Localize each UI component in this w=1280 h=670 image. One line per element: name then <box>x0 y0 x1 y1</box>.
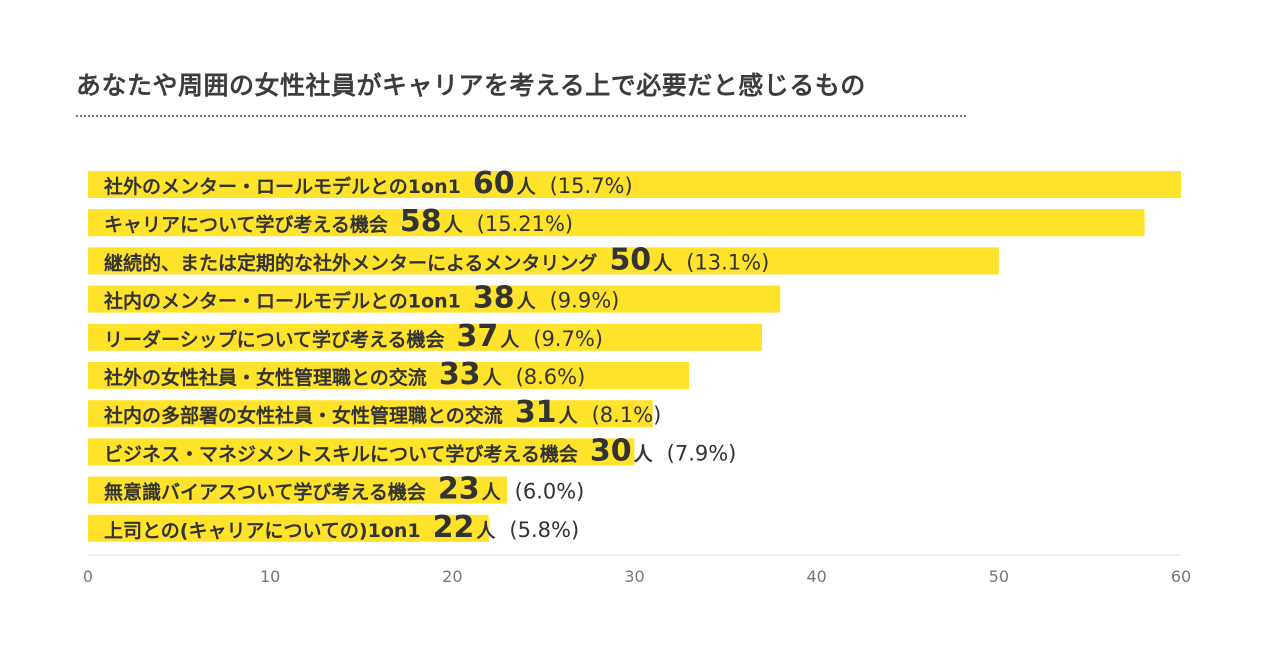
bar <box>88 171 1181 198</box>
bar-value-label: 37 <box>456 319 498 354</box>
bar <box>88 209 1145 237</box>
bar <box>88 323 763 351</box>
bar-unit-label: 人 <box>559 405 579 427</box>
bar-group: 社内の多部署の女性社員・女性管理職との交流 31 人 (8.1%) <box>88 395 661 430</box>
x-tick-label: 20 <box>442 567 462 586</box>
bars-layer: 社外のメンター・ロールモデルとの1on1 60 人 (15.7%)キャリアについて学び… <box>88 166 1181 545</box>
bar-group: 上司との(キャリアについての)1on1 22 人 (5.8%) <box>88 510 579 545</box>
bar-group: キャリアについて学び考える機会 58 人 (15.21%) <box>88 204 1145 239</box>
bar-group: 社内のメンター・ロールモデルとの1on1 38 人 (9.9%) <box>88 281 781 316</box>
bar-value-label: 30 <box>590 433 632 468</box>
bar-label: 社外のメンター・ロールモデルとの1on1 60 人 (15.7%) <box>103 166 633 201</box>
bar-category-label: 社外のメンター・ロールモデルとの1on1 <box>103 175 461 198</box>
bar-group: ビジネス・マネジメントスキルについて学び考える機会 30 人 (7.9%) <box>88 433 736 468</box>
bar-value-label: 23 <box>438 472 480 507</box>
bar-category-label: 継続的、または定期的な社外メンターによるメンタリング <box>104 251 597 274</box>
x-tick-label: 50 <box>989 567 1009 586</box>
bar-label: 無意識バイアスついて学び考える機会 23 人 (6.0%) <box>104 472 584 507</box>
bar <box>88 476 507 504</box>
bar-category-label: 社内の多部署の女性社員・女性管理職との交流 <box>103 404 503 427</box>
bar-unit-label: 人 <box>476 520 496 542</box>
bar-value-label: 33 <box>439 357 481 392</box>
bar-category-label: 社内のメンター・ロールモデルとの1on1 <box>103 290 461 313</box>
bar <box>88 400 653 428</box>
bar-label: 上司との(キャリアについての)1on1 22 人 (5.8%) <box>104 510 579 545</box>
bar-group: 社外のメンター・ロールモデルとの1on1 60 人 (15.7%) <box>88 166 1181 201</box>
bar-percent-label: (8.1%) <box>592 403 662 427</box>
bar-category-label: キャリアについて学び考える機会 <box>104 213 388 236</box>
bar-unit-label: 人 <box>500 329 520 351</box>
bar-group: 無意識バイアスついて学び考える機会 23 人 (6.0%) <box>88 472 584 507</box>
bar-unit-label: 人 <box>482 482 502 504</box>
bar-percent-label: (5.8%) <box>509 518 579 542</box>
bar-unit-label: 人 <box>517 291 537 313</box>
bar-value-label: 31 <box>515 395 557 430</box>
bar-value-label: 60 <box>473 166 515 201</box>
bar-unit-label: 人 <box>517 176 537 198</box>
bar-category-label: 無意識バイアスついて学び考える機会 <box>104 481 426 504</box>
chart-title: あなたや周囲の女性社員がキャリアを考える上で必要だと感じるもの <box>76 71 866 100</box>
bar-group: リーダーシップについて学び考える機会 37 人 (9.7%) <box>88 319 763 354</box>
bar-group: 社外の女性社員・女性管理職との交流 33 人 (8.6%) <box>88 357 690 392</box>
bar-percent-label: (9.9%) <box>550 289 620 313</box>
title-divider <box>76 115 966 117</box>
bar-label: キャリアについて学び考える機会 58 人 (15.21%) <box>104 204 573 239</box>
bar-value-label: 50 <box>609 242 651 277</box>
bar-value-label: 58 <box>400 204 442 239</box>
bar-unit-label: 人 <box>444 214 464 236</box>
bar-category-label: 社外の女性社員・女性管理職との交流 <box>103 366 427 389</box>
bar-percent-label: (8.6%) <box>516 365 586 389</box>
bar-percent-label: (15.7%) <box>550 174 633 198</box>
x-tick-label: 10 <box>260 567 280 586</box>
x-axis-ticks: 0 10 20 30 40 50 60 <box>83 567 1191 586</box>
x-tick-label: 60 <box>1171 567 1191 586</box>
bar-label: リーダーシップについて学び考える機会 37 人 (9.7%) <box>104 319 603 354</box>
x-tick-label: 40 <box>806 567 826 586</box>
bar <box>88 438 635 466</box>
bar-group: 継続的、または定期的な社外メンターによるメンタリング 50 人 (13.1%) <box>88 242 999 277</box>
bar-category-label: 上司との(キャリアについての)1on1 <box>104 520 421 542</box>
bar <box>88 362 690 389</box>
bar-category-label: リーダーシップについて学び考える機会 <box>104 328 444 351</box>
bar-value-label: 38 <box>473 281 515 316</box>
bar-value-label: 22 <box>433 510 475 545</box>
bar-percent-label: (15.21%) <box>477 212 573 236</box>
bar <box>88 285 781 313</box>
bar-unit-label: 人 <box>483 367 503 389</box>
bar-label: 継続的、または定期的な社外メンターによるメンタリング 50 人 (13.1%) <box>104 242 769 277</box>
bar-unit-label: 人 <box>634 443 654 465</box>
bar-label: ビジネス・マネジメントスキルについて学び考える機会 30 人 (7.9%) <box>104 433 736 468</box>
bar-unit-label: 人 <box>653 252 673 274</box>
x-tick-label: 0 <box>83 567 93 586</box>
bar-label: 社内の多部署の女性社員・女性管理職との交流 31 人 (8.1%) <box>103 395 661 430</box>
bar-percent-label: (13.1%) <box>686 250 769 274</box>
bar <box>88 514 489 542</box>
bar-category-label: ビジネス・マネジメントスキルについて学び考える機会 <box>104 442 578 465</box>
x-tick-label: 30 <box>624 567 644 586</box>
bar-percent-label: (7.9%) <box>667 441 737 465</box>
bar-percent-label: (9.7%) <box>533 327 603 351</box>
bar-label: 社外の女性社員・女性管理職との交流 33 人 (8.6%) <box>103 357 585 392</box>
bar-label: 社内のメンター・ロールモデルとの1on1 38 人 (9.9%) <box>103 281 619 316</box>
bar-percent-label: (6.0%) <box>515 480 585 504</box>
bar <box>88 247 999 275</box>
